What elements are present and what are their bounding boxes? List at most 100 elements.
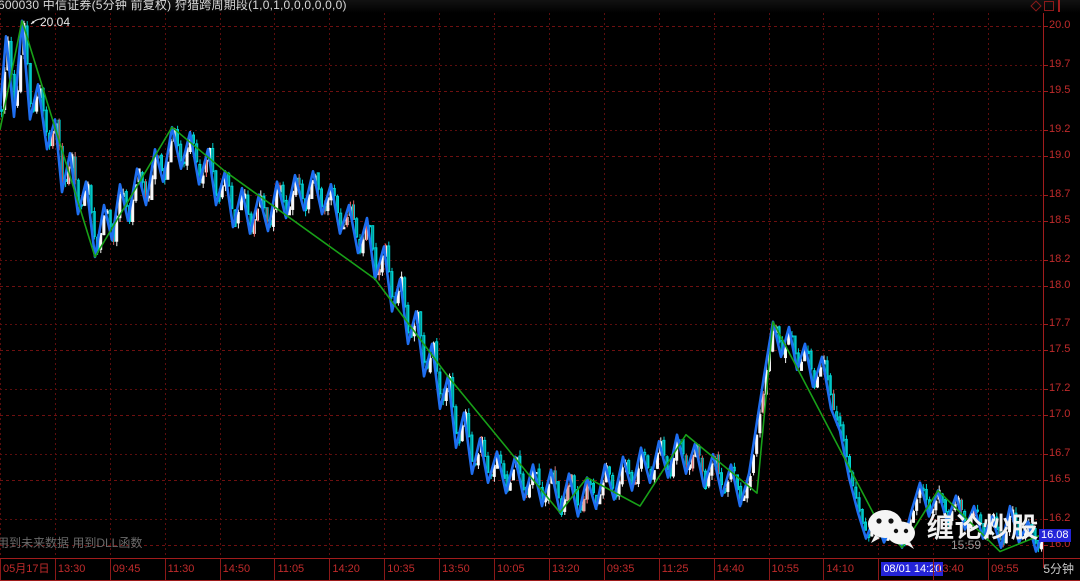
price-tick-label: 16.7 <box>1049 447 1071 460</box>
time-axis-separator <box>494 559 495 580</box>
time-tick-label: 10:35 <box>387 563 415 575</box>
price-axis-line <box>1043 0 1044 568</box>
gridline-vertical <box>714 13 715 558</box>
price-tick-label: 17.0 <box>1049 408 1071 421</box>
gridline-horizontal <box>0 195 1043 196</box>
time-axis-separator <box>0 559 1 580</box>
gridline-horizontal <box>0 156 1043 157</box>
price-tick-label: 16.2 <box>1049 512 1071 525</box>
gridline-vertical <box>220 13 221 558</box>
time-axis-separator <box>439 559 440 580</box>
price-chart-canvas[interactable] <box>0 13 1043 558</box>
time-axis-separator <box>878 559 879 580</box>
price-tick-label: 16.0 <box>1049 538 1071 551</box>
time-axis-separator <box>110 559 111 580</box>
gridline-vertical <box>494 13 495 558</box>
title-bar: 600030 中信证券(5分钟 前复权) 狩猎跨周期段(1,0,1,0,0,0,… <box>0 0 1080 13</box>
price-axis[interactable]: 16.08 20.0 19.7 19.5 19.2 19.0 18.7 18.5 18.2 18… <box>1039 0 1080 568</box>
gridline-horizontal <box>0 65 1043 66</box>
time-tick-label: 11:25 <box>661 563 689 575</box>
time-axis-separator <box>659 559 660 580</box>
gridline-horizontal <box>0 26 1043 27</box>
price-tick <box>1043 129 1048 131</box>
gridline-horizontal <box>0 389 1043 390</box>
gridline-vertical <box>659 13 660 558</box>
time-tick-label: 13:40 <box>936 563 964 575</box>
time-axis-separator <box>823 559 824 580</box>
time-tick-label: 09:35 <box>606 563 635 575</box>
time-axis-separator <box>933 559 934 580</box>
gridline-horizontal <box>0 454 1043 455</box>
gridline-horizontal <box>0 260 1043 261</box>
time-tick-label: 13:30 <box>57 563 86 575</box>
gridline-vertical <box>0 13 1 558</box>
time-axis-separator <box>329 559 330 580</box>
wechat-icon <box>868 510 915 549</box>
time-axis-separator <box>220 559 221 580</box>
chart-series-layer <box>0 19 1043 553</box>
gridline-horizontal <box>0 415 1043 416</box>
time-tick-label: 14:40 <box>716 563 745 575</box>
gridline-horizontal <box>0 350 1043 351</box>
peak-price-label: 20.04 <box>40 15 71 29</box>
period-label: 5分钟 <box>1043 562 1074 576</box>
time-axis-separator <box>165 559 166 580</box>
time-tick-label: 11:30 <box>167 563 195 575</box>
time-tick-label: 10:05 <box>497 563 525 575</box>
price-tick <box>1043 25 1048 27</box>
gridline-vertical <box>384 13 385 558</box>
window-icon-group[interactable] <box>1030 0 1054 12</box>
gridline-horizontal <box>0 130 1043 131</box>
price-tick-label: 19.7 <box>1049 57 1071 70</box>
time-tick-label: 09:55 <box>991 563 1019 575</box>
time-axis-separator <box>714 559 715 580</box>
gridline-vertical <box>55 13 56 558</box>
time-tick-label: 13:50 <box>442 563 470 575</box>
restore-square-icon[interactable] <box>1044 1 1054 11</box>
price-tick <box>1043 389 1048 391</box>
gridline-horizontal <box>0 519 1043 520</box>
price-tick <box>1043 415 1048 417</box>
minimize-diamond-icon[interactable] <box>1030 0 1042 12</box>
gridline-vertical <box>604 13 605 558</box>
gridline-horizontal <box>0 221 1043 222</box>
price-tick-label: 19.0 <box>1049 148 1071 161</box>
price-tick-label: 18.7 <box>1049 187 1071 200</box>
gridline-vertical <box>988 13 989 558</box>
price-tick <box>1043 519 1048 521</box>
peak-arrow-icon <box>30 18 42 25</box>
window-divider <box>1058 0 1060 12</box>
time-axis-separator <box>384 559 385 580</box>
price-tick-label: 17.7 <box>1049 317 1071 330</box>
time-tick-label: 09:45 <box>112 563 141 575</box>
time-axis-separator <box>769 559 770 580</box>
gridline-horizontal <box>0 286 1043 287</box>
price-tick <box>1043 259 1048 261</box>
price-tick <box>1043 480 1048 482</box>
time-tick-label: 10:55 <box>771 563 800 575</box>
pen-zigzag-line <box>0 19 1043 553</box>
time-tick-label: 14:20 <box>332 563 360 575</box>
page-title: 600030 中信证券(5分钟 前复权) 狩猎跨周期段(1,0,1,0,0,0,… <box>0 0 347 12</box>
watermark-time-label: 15:59 <box>951 538 982 552</box>
indicator-flags-label: 用到未来数据 用到DLL函数 <box>0 536 143 550</box>
gridline-vertical <box>549 13 550 558</box>
price-tick <box>1043 90 1048 92</box>
gridline-vertical <box>769 13 770 558</box>
time-axis[interactable]: 5分钟 05月17日 13:30 09:45 11:30 14:50 11:05 14:20… <box>0 558 1080 581</box>
price-tick-label: 20.0 <box>1049 18 1071 31</box>
chart-gridlines <box>0 13 1043 558</box>
time-tick-label: 14:10 <box>826 563 854 575</box>
time-tick-label: 08/01 14:20 <box>881 562 944 576</box>
time-tick-label: 14:50 <box>222 563 251 575</box>
price-tick <box>1043 155 1048 157</box>
price-tick <box>1043 194 1048 196</box>
gridline-vertical <box>329 13 330 558</box>
watermark: 缠论炒股 15:59 <box>866 508 1039 552</box>
time-axis-separator <box>988 559 989 580</box>
time-axis-separator <box>274 559 275 580</box>
price-tick-label: 18.2 <box>1049 252 1071 265</box>
time-axis-top-rule <box>0 558 1080 559</box>
gridline-vertical <box>274 13 275 558</box>
